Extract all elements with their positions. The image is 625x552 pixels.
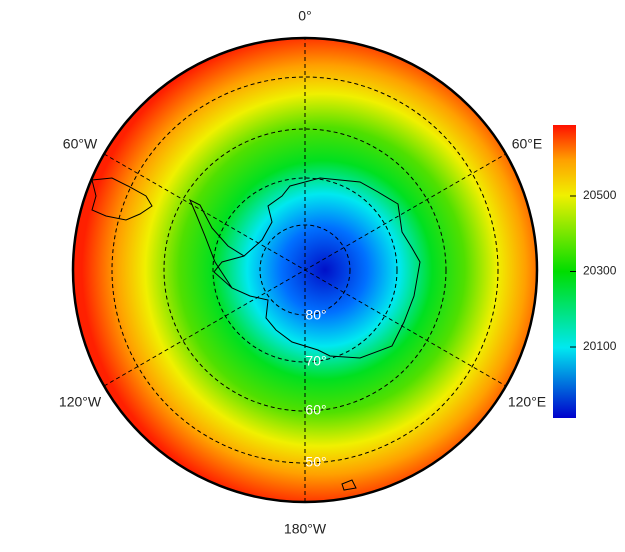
colorbar-tick-label: 20100 [583, 339, 617, 353]
latitude-label: 70° [305, 353, 326, 369]
lat-circle [212, 177, 398, 363]
graticule [103, 38, 507, 502]
latitude-label: 50° [305, 454, 326, 470]
longitude-label: 120°W [59, 394, 102, 410]
longitude-label: 60°W [63, 136, 98, 152]
latitude-label: 80° [305, 307, 326, 323]
map-border [71, 36, 539, 504]
latitude-label: 60° [305, 402, 326, 418]
meridian [103, 153, 507, 387]
longitude-label: 60°E [512, 136, 543, 152]
south-america [91, 177, 153, 221]
longitude-label: 180°W [284, 521, 327, 537]
colorbar [553, 125, 576, 418]
longitude-label: 120°E [508, 394, 546, 410]
lat-circle [163, 128, 447, 412]
longitude-label: 0° [298, 8, 311, 24]
colorbar-tick-label: 20300 [583, 264, 617, 278]
island [341, 479, 357, 491]
colorbar-tick-label: 20500 [583, 188, 617, 202]
